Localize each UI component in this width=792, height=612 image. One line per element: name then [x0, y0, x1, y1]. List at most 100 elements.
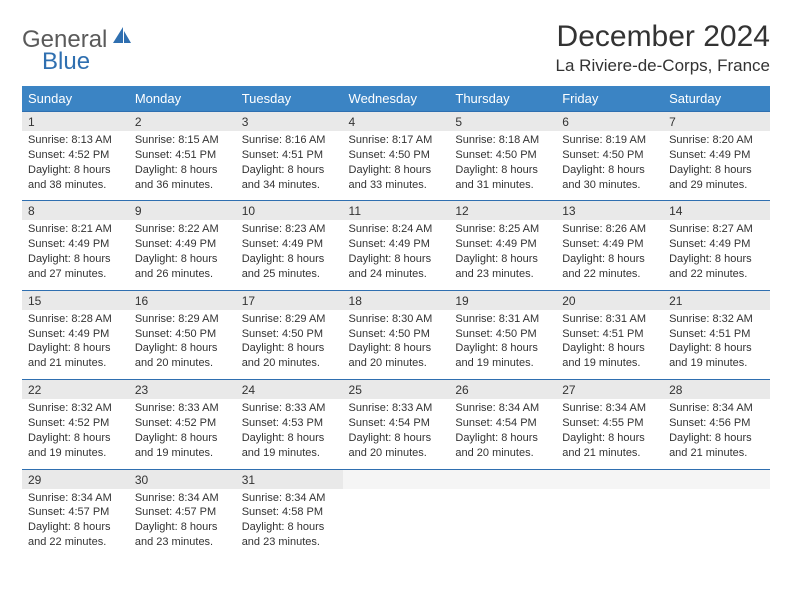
- sunrise: Sunrise: 8:16 AM: [242, 133, 337, 148]
- sunrise: Sunrise: 8:34 AM: [669, 401, 764, 416]
- sunset: Sunset: 4:50 PM: [455, 327, 550, 342]
- sunset: Sunset: 4:53 PM: [242, 416, 337, 431]
- daylight: Daylight: 8 hours and 20 minutes.: [455, 431, 550, 461]
- day-number-cell: 5: [449, 112, 556, 132]
- day-number-cell: 13: [556, 201, 663, 221]
- calendar-table: SundayMondayTuesdayWednesdayThursdayFrid…: [22, 86, 770, 558]
- day-data-row: Sunrise: 8:13 AMSunset: 4:52 PM Daylight:…: [22, 131, 770, 201]
- page-title: December 2024: [556, 20, 770, 54]
- sunrise: Sunrise: 8:29 AM: [242, 312, 337, 327]
- sunrise: Sunrise: 8:24 AM: [349, 222, 444, 237]
- day-data-row: Sunrise: 8:28 AMSunset: 4:49 PMDaylight:…: [22, 310, 770, 380]
- daylight: Daylight: 8 hours and 27 minutes.: [28, 252, 123, 282]
- day-number-cell: 8: [22, 201, 129, 221]
- sunset: Sunset: 4:51 PM: [562, 327, 657, 342]
- day-data-cell: Sunrise: 8:31 AMSunset: 4:51 PMDaylight:…: [556, 310, 663, 380]
- day-data-cell: Sunrise: 8:34 AMSunset: 4:58 PMDaylight:…: [236, 489, 343, 558]
- sunset: Sunset: 4:54 PM: [349, 416, 444, 431]
- sunset: Sunset: 4:57 PM: [28, 505, 123, 520]
- day-data-cell: Sunrise: 8:24 AMSunset: 4:49 PMDaylight:…: [343, 220, 450, 290]
- day-data-cell: Sunrise: 8:20 AMSunset: 4:49 PMDaylight:…: [663, 131, 770, 201]
- day-data-cell: Sunrise: 8:15 AMSunset: 4:51 PMDaylight:…: [129, 131, 236, 201]
- sunset: Sunset: 4:49 PM: [242, 237, 337, 252]
- sunset: Sunset: 4:49 PM: [28, 237, 123, 252]
- sunrise: Sunrise: 8:22 AM: [135, 222, 230, 237]
- daylight: Daylight: 8 hours and 34 minutes.: [242, 163, 337, 193]
- daylight: Daylight: 8 hours and 36 minutes.: [135, 163, 230, 193]
- sunset: Sunset: 4:57 PM: [135, 505, 230, 520]
- daylight: Daylight: 8 hours and 25 minutes.: [242, 252, 337, 282]
- day-data-cell: Sunrise: 8:33 AMSunset: 4:52 PMDaylight:…: [129, 399, 236, 469]
- day-data-cell: Sunrise: 8:33 AMSunset: 4:54 PMDaylight:…: [343, 399, 450, 469]
- sunset: Sunset: 4:52 PM: [28, 416, 123, 431]
- daylight: Daylight: 8 hours and 19 minutes.: [135, 431, 230, 461]
- day-number-cell: [663, 469, 770, 489]
- sunset: Sunset: 4:50 PM: [242, 327, 337, 342]
- sunrise: Sunrise: 8:26 AM: [562, 222, 657, 237]
- day-number-cell: 12: [449, 201, 556, 221]
- sunset: Sunset: 4:50 PM: [455, 148, 550, 163]
- day-data-cell: Sunrise: 8:23 AMSunset: 4:49 PMDaylight:…: [236, 220, 343, 290]
- sunrise: Sunrise: 8:34 AM: [455, 401, 550, 416]
- daylight: Daylight: 8 hours and 19 minutes.: [28, 431, 123, 461]
- daylight: Daylight: 8 hours and 19 minutes.: [562, 341, 657, 371]
- day-number-cell: 9: [129, 201, 236, 221]
- day-number-cell: 14: [663, 201, 770, 221]
- sunset: Sunset: 4:49 PM: [28, 327, 123, 342]
- daylight: Daylight: 8 hours and 23 minutes.: [242, 520, 337, 550]
- sunrise: Sunrise: 8:32 AM: [28, 401, 123, 416]
- day-number-row: 891011121314: [22, 201, 770, 221]
- sunset: Sunset: 4:52 PM: [28, 148, 123, 163]
- sunset: Sunset: 4:51 PM: [135, 148, 230, 163]
- daylight: Daylight: 8 hours and 20 minutes.: [349, 431, 444, 461]
- day-data-cell: Sunrise: 8:34 AMSunset: 4:57 PMDaylight:…: [22, 489, 129, 558]
- sunset: Sunset: 4:49 PM: [669, 148, 764, 163]
- weekday-header: Tuesday: [236, 86, 343, 112]
- day-data-cell: Sunrise: 8:17 AMSunset: 4:50 PMDaylight:…: [343, 131, 450, 201]
- sunset: Sunset: 4:49 PM: [135, 237, 230, 252]
- logo-text-blue: Blue: [42, 48, 90, 75]
- day-number-cell: 23: [129, 380, 236, 400]
- day-data-cell: Sunrise: 8:21 AMSunset: 4:49 PMDaylight:…: [22, 220, 129, 290]
- daylight: Daylight: 8 hours and 20 minutes.: [349, 341, 444, 371]
- day-number-cell: 24: [236, 380, 343, 400]
- day-data-cell: Sunrise: 8:19 AMSunset: 4:50 PMDaylight:…: [556, 131, 663, 201]
- day-number-cell: 22: [22, 380, 129, 400]
- sunset: Sunset: 4:49 PM: [349, 237, 444, 252]
- day-number-cell: 19: [449, 290, 556, 310]
- sunset: Sunset: 4:51 PM: [242, 148, 337, 163]
- day-number-cell: 17: [236, 290, 343, 310]
- day-number-cell: 6: [556, 112, 663, 132]
- sunrise: Sunrise: 8:13 AM: [28, 133, 123, 148]
- sunset: Sunset: 4:49 PM: [669, 237, 764, 252]
- sunrise: Sunrise: 8:17 AM: [349, 133, 444, 148]
- day-data-cell: Sunrise: 8:18 AMSunset: 4:50 PMDaylight:…: [449, 131, 556, 201]
- sunrise: Sunrise: 8:27 AM: [669, 222, 764, 237]
- daylight: Daylight: 8 hours and 21 minutes.: [28, 341, 123, 371]
- day-number-cell: 20: [556, 290, 663, 310]
- day-number-row: 15161718192021: [22, 290, 770, 310]
- sunrise: Sunrise: 8:31 AM: [562, 312, 657, 327]
- location: La Riviere-de-Corps, France: [556, 56, 770, 76]
- day-number-cell: 25: [343, 380, 450, 400]
- sunrise: Sunrise: 8:19 AM: [562, 133, 657, 148]
- day-data-cell: Sunrise: 8:30 AMSunset: 4:50 PMDaylight:…: [343, 310, 450, 380]
- day-number-cell: 30: [129, 469, 236, 489]
- day-number-cell: 7: [663, 112, 770, 132]
- logo-sail-icon: [111, 25, 133, 50]
- day-number-cell: 29: [22, 469, 129, 489]
- sunrise: Sunrise: 8:15 AM: [135, 133, 230, 148]
- day-data-row: Sunrise: 8:32 AMSunset: 4:52 PMDaylight:…: [22, 399, 770, 469]
- sunrise: Sunrise: 8:31 AM: [455, 312, 550, 327]
- weekday-header: Thursday: [449, 86, 556, 112]
- day-data-cell: Sunrise: 8:13 AMSunset: 4:52 PMDaylight:…: [22, 131, 129, 201]
- daylight: Daylight: 8 hours and 22 minutes.: [562, 252, 657, 282]
- day-data-cell: Sunrise: 8:32 AMSunset: 4:52 PMDaylight:…: [22, 399, 129, 469]
- daylight: Daylight: 8 hours and 20 minutes.: [242, 341, 337, 371]
- day-number-cell: [556, 469, 663, 489]
- day-number-cell: 10: [236, 201, 343, 221]
- sunset: Sunset: 4:51 PM: [669, 327, 764, 342]
- weekday-header: Friday: [556, 86, 663, 112]
- sunrise: Sunrise: 8:29 AM: [135, 312, 230, 327]
- day-number-cell: [449, 469, 556, 489]
